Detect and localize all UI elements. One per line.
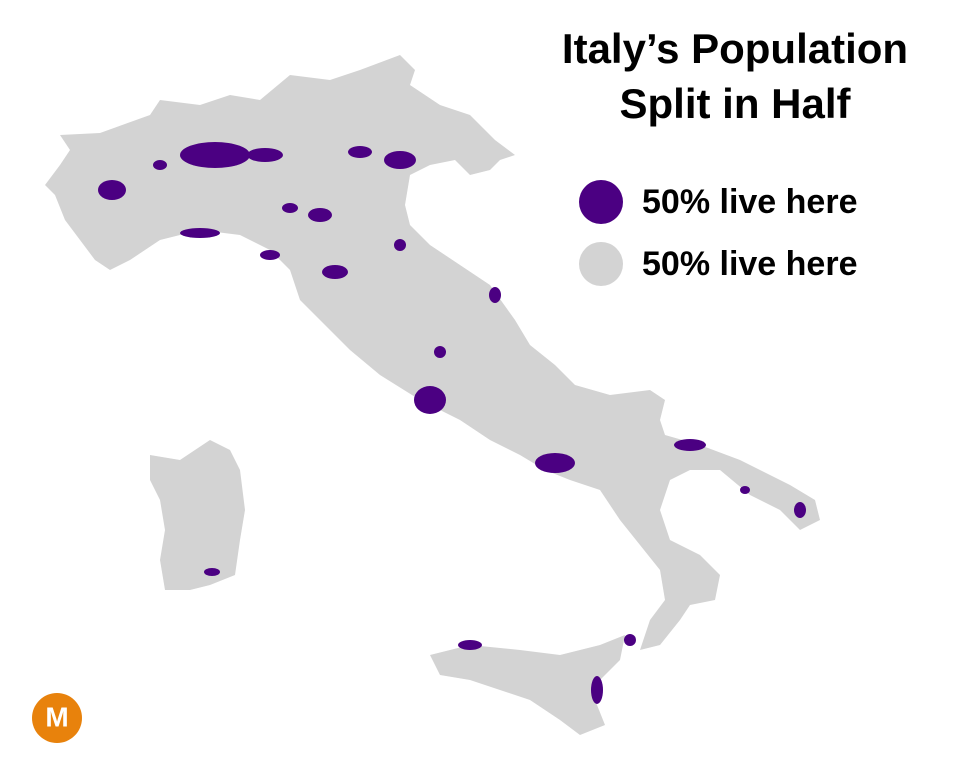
sicily (430, 635, 625, 735)
legend: 50% live here 50% live here (579, 180, 857, 286)
logo: M (32, 693, 82, 743)
legend-label: 50% live here (642, 183, 857, 221)
title-line: Italy’s Population (562, 25, 908, 72)
sardinia (150, 440, 245, 590)
populated-areas (98, 142, 806, 704)
legend-swatch (579, 242, 623, 286)
title-line: Split in Half (620, 80, 852, 127)
mainland (45, 55, 820, 650)
legend-swatch (579, 180, 623, 224)
map (45, 55, 820, 735)
legend-label: 50% live here (642, 245, 857, 283)
logo-letter: M (45, 701, 68, 732)
